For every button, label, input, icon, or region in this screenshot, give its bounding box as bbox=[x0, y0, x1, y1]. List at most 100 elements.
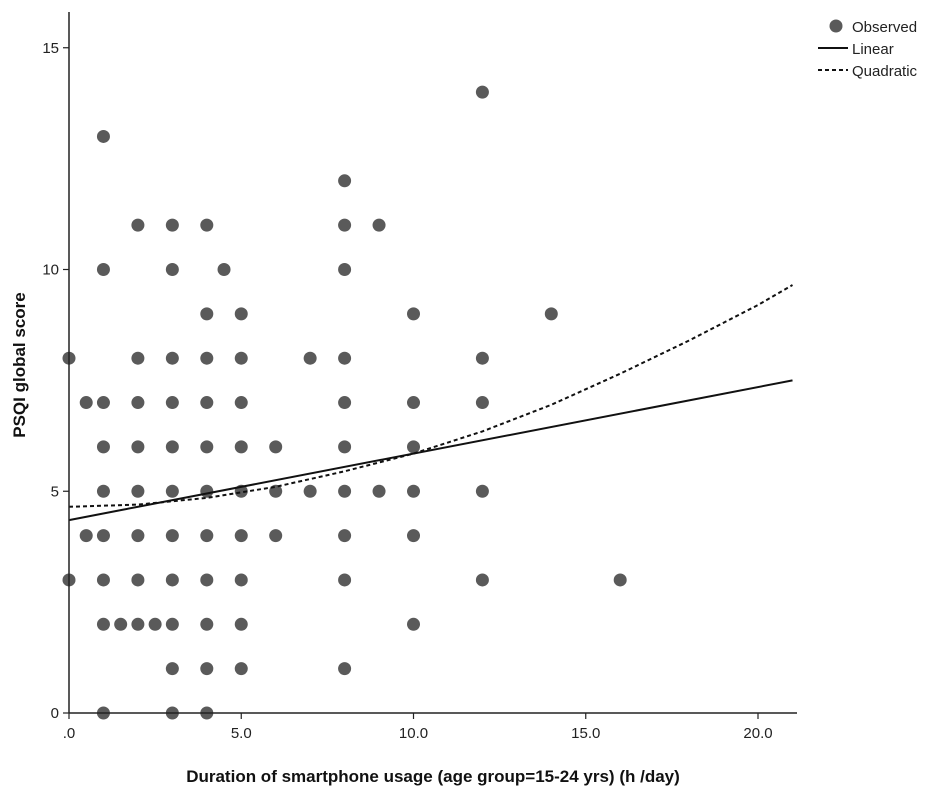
observed-point bbox=[200, 218, 214, 232]
plot-area bbox=[62, 85, 794, 720]
observed-point bbox=[131, 396, 145, 410]
y-ticks: 0 5 10 15 bbox=[42, 40, 69, 722]
observed-point bbox=[200, 573, 214, 587]
observed-point bbox=[234, 440, 248, 454]
observed-point bbox=[114, 617, 128, 631]
legend: Observed Linear Quadratic bbox=[818, 19, 918, 80]
x-tick-label: 20.0 bbox=[743, 725, 772, 742]
observed-point bbox=[131, 351, 145, 365]
legend-observed-marker bbox=[829, 19, 843, 33]
observed-point bbox=[475, 351, 489, 365]
observed-point bbox=[200, 351, 214, 365]
observed-point bbox=[234, 529, 248, 543]
observed-point bbox=[165, 218, 179, 232]
observed-point bbox=[407, 307, 420, 321]
observed-point bbox=[96, 440, 110, 454]
y-tick-label: 0 bbox=[51, 705, 59, 722]
observed-point bbox=[131, 218, 145, 232]
observed-point bbox=[96, 529, 110, 543]
observed-point bbox=[200, 617, 214, 631]
observed-point bbox=[79, 529, 93, 543]
y-tick-label: 5 bbox=[51, 483, 59, 500]
observed-point bbox=[165, 529, 179, 543]
legend-quadratic-label: Quadratic bbox=[852, 63, 918, 80]
linear-fit-line bbox=[68, 379, 793, 522]
observed-point bbox=[79, 396, 93, 410]
y-tick-label: 15 bbox=[42, 40, 59, 57]
observed-point bbox=[96, 263, 110, 276]
observed-point bbox=[234, 351, 248, 365]
observed-point bbox=[372, 218, 386, 232]
observed-point bbox=[338, 218, 352, 232]
observed-point bbox=[338, 440, 352, 454]
x-tick-label: .0 bbox=[63, 725, 76, 742]
observed-point bbox=[165, 440, 179, 454]
observed-point bbox=[217, 263, 231, 276]
x-ticks: .0 5.0 10.0 15.0 20.0 bbox=[63, 713, 773, 742]
observed-point bbox=[200, 662, 214, 676]
observed-point bbox=[96, 573, 110, 587]
observed-point bbox=[165, 662, 179, 676]
observed-point bbox=[96, 129, 110, 143]
observed-point bbox=[234, 396, 248, 410]
observed-point bbox=[200, 484, 214, 498]
observed-point bbox=[338, 662, 352, 676]
observed-point bbox=[234, 307, 248, 321]
observed-point bbox=[475, 484, 489, 498]
observed-point bbox=[96, 617, 110, 631]
observed-point bbox=[338, 351, 352, 365]
observed-point bbox=[148, 617, 162, 631]
legend-linear-label: Linear bbox=[852, 41, 894, 58]
quadratic-fit-line bbox=[68, 284, 794, 508]
observed-point bbox=[200, 440, 214, 454]
observed-point bbox=[544, 307, 558, 321]
observed-point bbox=[200, 307, 214, 321]
observed-point bbox=[131, 529, 145, 543]
x-tick-label: 5.0 bbox=[231, 725, 252, 742]
y-tick-label: 10 bbox=[42, 262, 59, 279]
observed-point bbox=[234, 617, 248, 631]
observed-point bbox=[165, 263, 179, 276]
observed-point bbox=[234, 573, 248, 587]
observed-point bbox=[338, 174, 352, 188]
x-axis-title: Duration of smartphone usage (age group=… bbox=[186, 767, 680, 786]
observed-point bbox=[475, 85, 489, 99]
observed-point bbox=[407, 396, 420, 410]
observed-point bbox=[338, 484, 352, 498]
observed-point bbox=[165, 617, 179, 631]
observed-point bbox=[303, 484, 317, 498]
legend-observed-label: Observed bbox=[852, 19, 917, 36]
observed-point bbox=[131, 617, 145, 631]
observed-point bbox=[338, 263, 352, 276]
x-tick-label: 10.0 bbox=[399, 725, 428, 742]
observed-point bbox=[165, 573, 179, 587]
observed-point bbox=[475, 573, 489, 587]
observed-point bbox=[338, 396, 352, 410]
observed-point bbox=[131, 440, 145, 454]
observed-point bbox=[338, 529, 352, 543]
observed-point bbox=[338, 573, 352, 587]
observed-point bbox=[407, 529, 420, 543]
observed-point bbox=[372, 484, 386, 498]
observed-point bbox=[234, 662, 248, 676]
y-axis-title: PSQI global score bbox=[10, 292, 29, 438]
observed-point bbox=[200, 396, 214, 410]
observed-point bbox=[200, 529, 214, 543]
observed-point bbox=[165, 484, 179, 498]
observed-point bbox=[165, 396, 179, 410]
observed-point bbox=[475, 396, 489, 410]
observed-point bbox=[407, 617, 420, 631]
observed-point bbox=[131, 484, 145, 498]
observed-point bbox=[96, 484, 110, 498]
observed-point bbox=[407, 484, 420, 498]
observed-point bbox=[407, 440, 420, 454]
observed-point bbox=[131, 573, 145, 587]
x-tick-label: 15.0 bbox=[571, 725, 600, 742]
axes bbox=[68, 12, 797, 714]
observed-point bbox=[269, 529, 283, 543]
observed-point bbox=[613, 573, 627, 587]
observed-point bbox=[96, 396, 110, 410]
observed-point bbox=[303, 351, 317, 365]
observed-point bbox=[269, 440, 283, 454]
